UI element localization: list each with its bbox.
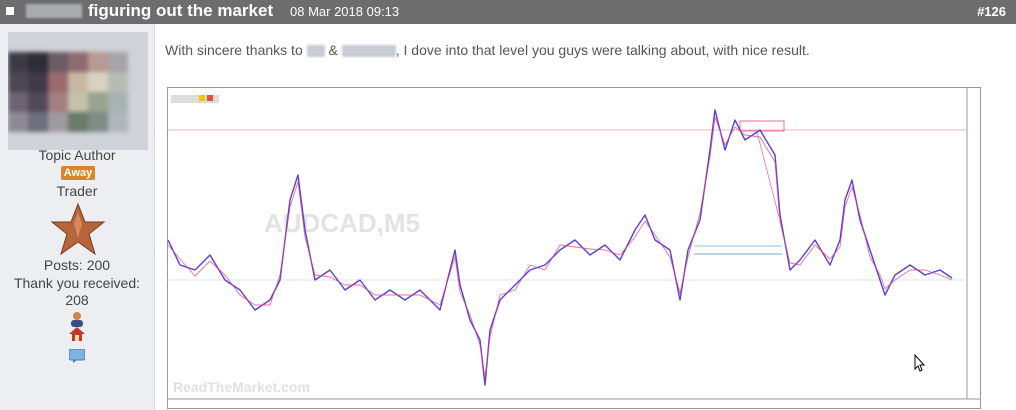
author-sidebar: Topic Author Away Trader Posts: 200 Than…: [0, 24, 155, 410]
home-icon[interactable]: [69, 327, 85, 341]
username-blurred: [341, 45, 396, 58]
username-blurred: [26, 4, 82, 18]
chart-symbol-watermark: AUDCAD,M5: [264, 208, 420, 238]
thanks-label: Thank you received:: [13, 275, 141, 291]
chart-site-watermark: ReadTheMarket.com: [173, 379, 310, 395]
post-number[interactable]: #126: [977, 4, 1006, 19]
chart-screenshot: AUDCAD,M5 ReadTheMarket.com: [167, 87, 981, 409]
post-date: 08 Mar 2018 09:13: [290, 4, 400, 19]
rank-star: [50, 202, 106, 256]
message-text: &: [328, 42, 338, 58]
message-icon[interactable]: [69, 349, 85, 363]
post-message: With sincere thanks to & , I dove into t…: [165, 41, 810, 59]
message-text: , I dove into that level you guys were t…: [395, 42, 810, 58]
author-role: Topic Author: [38, 147, 116, 163]
post-count: Posts: 200: [43, 257, 111, 273]
post-header: figuring out the market 08 Mar 2018 09:1…: [0, 0, 1016, 24]
thanks-count: 208: [65, 292, 89, 308]
author-rank: Trader: [56, 183, 98, 199]
message-text: With sincere thanks to: [165, 42, 303, 58]
post-icon: [6, 7, 14, 15]
cursor: [914, 353, 926, 372]
post-title[interactable]: figuring out the market: [88, 1, 274, 20]
profile-icon[interactable]: [69, 311, 85, 327]
status-badge: Away: [61, 166, 95, 180]
avatar-blurred: [8, 32, 148, 150]
username-blurred: [306, 45, 325, 58]
